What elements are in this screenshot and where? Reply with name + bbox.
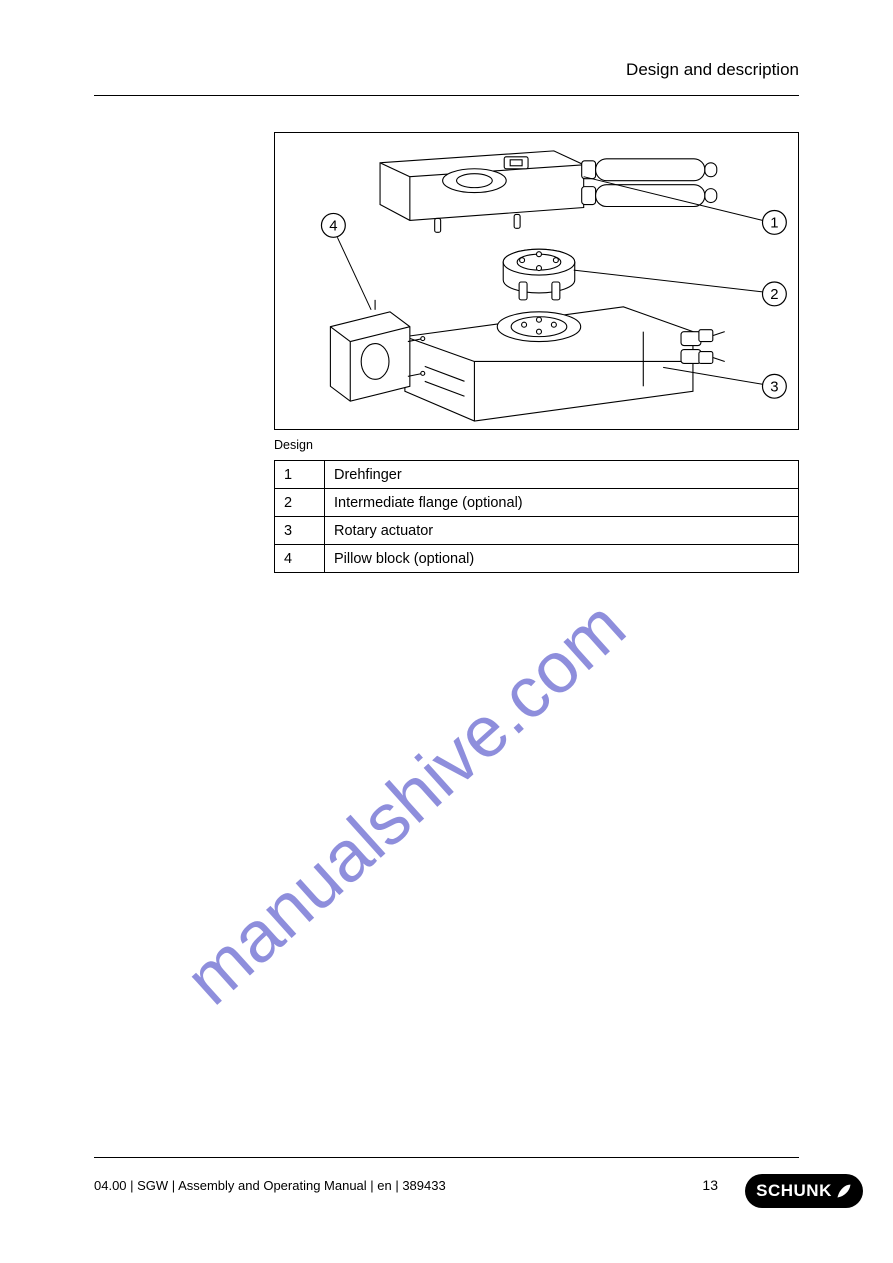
table-row: 2 Intermediate flange (optional) [275, 489, 799, 517]
footer-doc-number: 04.00 | SGW | Assembly and Operating Man… [94, 1178, 446, 1193]
figure-container: 1 2 3 4 [274, 132, 799, 430]
footer-page-number: 13 [702, 1177, 718, 1193]
cell-desc: Pillow block (optional) [325, 545, 799, 573]
footer-rule [94, 1157, 799, 1158]
callout-1-label: 1 [770, 215, 778, 231]
figure-caption: Design [274, 438, 313, 452]
brand-badge: SCHUNK [745, 1174, 863, 1208]
cell-desc: Intermediate flange (optional) [325, 489, 799, 517]
header-section-title: Design and description [626, 60, 799, 80]
callout-1: 1 [762, 210, 786, 234]
cell-desc: Drehfinger [325, 461, 799, 489]
parts-table: 1 Drehfinger 2 Intermediate flange (opti… [274, 460, 799, 573]
callout-4: 4 [321, 213, 345, 237]
brand-name: SCHUNK [756, 1181, 832, 1201]
cell-num: 1 [275, 461, 325, 489]
table-row: 1 Drehfinger [275, 461, 799, 489]
callout-2: 2 [762, 282, 786, 306]
page-root: Design and description manualshive.com [0, 0, 893, 1263]
cell-desc: Rotary actuator [325, 517, 799, 545]
callout-2-label: 2 [770, 287, 778, 303]
table-row: 4 Pillow block (optional) [275, 545, 799, 573]
cell-num: 3 [275, 517, 325, 545]
figure-drawing: 1 2 3 4 [275, 133, 798, 429]
watermark-text: manualshive.com [170, 585, 641, 1021]
brand-leaf-icon [836, 1183, 852, 1199]
callout-4-label: 4 [329, 218, 337, 234]
cell-num: 2 [275, 489, 325, 517]
cell-num: 4 [275, 545, 325, 573]
table-row: 3 Rotary actuator [275, 517, 799, 545]
callout-3-label: 3 [770, 379, 778, 395]
header-rule [94, 95, 799, 96]
callout-3: 3 [762, 374, 786, 398]
